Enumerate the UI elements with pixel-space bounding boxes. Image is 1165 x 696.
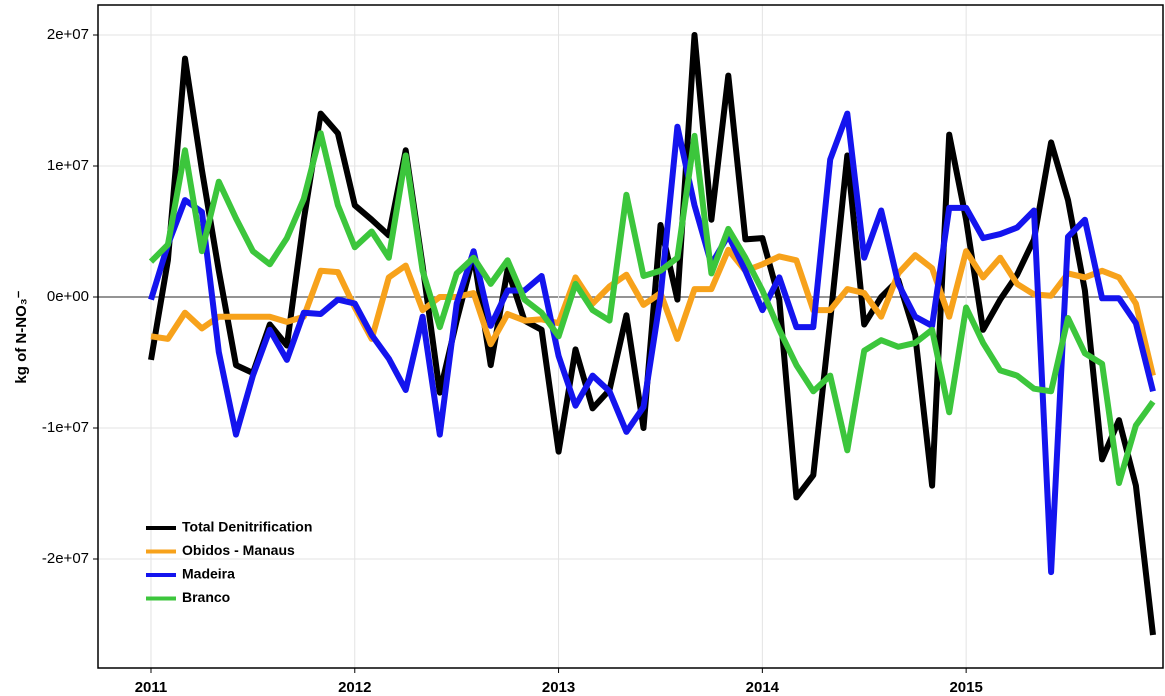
legend-label: Total Denitrification [182,519,312,535]
legend-label: Obidos - Manaus [182,542,295,558]
y-tick-label: 1e+07 [47,157,89,174]
plot-frame [97,4,1164,669]
x-tick-label: 2012 [338,679,371,696]
series-line [148,130,1156,486]
y-tick-label: 0e+00 [47,288,89,305]
y-tick-label: 2e+07 [47,26,89,43]
legend: Total Denitrification Obidos - Manaus Made… [146,519,312,605]
y-tick-label: -1e+07 [42,419,89,436]
x-tick-label: 2015 [949,679,982,696]
series-line [148,110,1156,576]
series-line [148,32,1156,636]
x-tick-label: 2013 [542,679,575,696]
legend-label: Branco [182,589,230,605]
y-axis-label: kg of N-NO₃⁻ [13,290,30,383]
x-tick-label: 2011 [135,679,168,696]
legend-label: Madeira [182,566,235,582]
y-tick-label: -2e+07 [42,550,89,567]
series-line [150,246,1156,377]
x-tick-label: 2014 [746,679,780,696]
